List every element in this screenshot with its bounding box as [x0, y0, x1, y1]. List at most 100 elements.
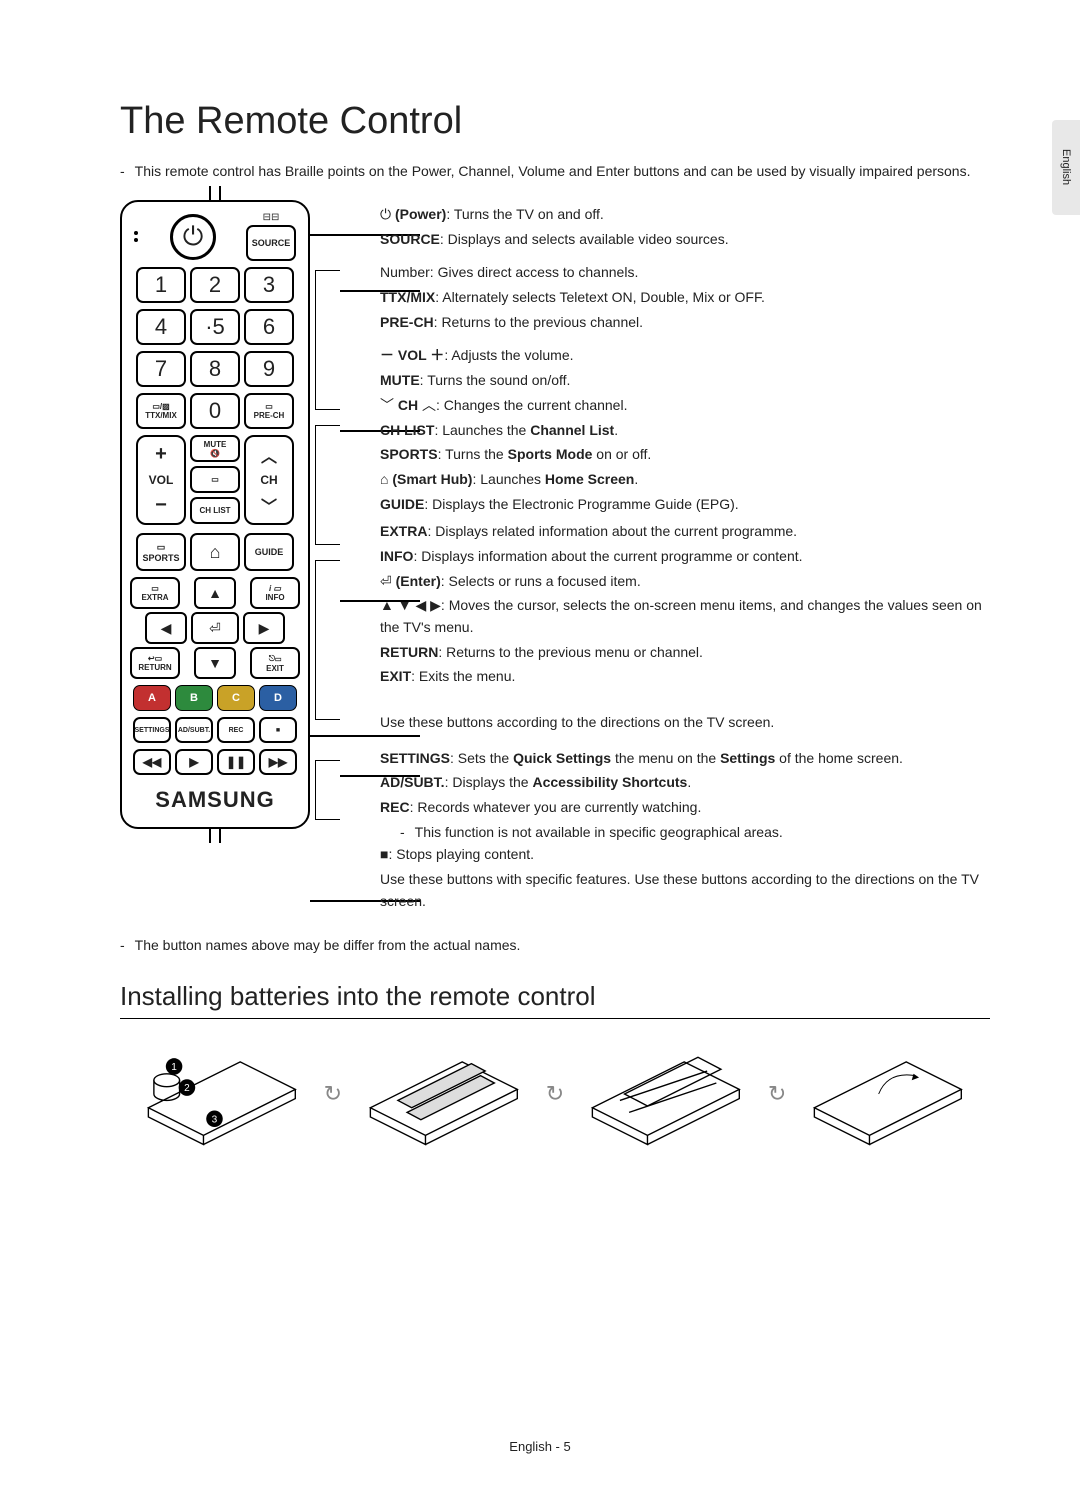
- color-d-button[interactable]: D: [259, 685, 297, 711]
- enter-text: : Selects or runs a focused item.: [441, 573, 641, 589]
- exit-label-d: EXIT: [380, 668, 411, 684]
- num-6-button[interactable]: 6: [244, 309, 294, 345]
- play-icon-button[interactable]: ▭: [190, 466, 240, 493]
- down-arrow-button[interactable]: ▼: [194, 647, 236, 679]
- chlist-button[interactable]: CH LIST: [190, 497, 240, 524]
- smart-bold: Home Screen: [545, 471, 634, 487]
- color-c-button[interactable]: C: [217, 685, 255, 711]
- return-label: RETURN: [138, 663, 171, 672]
- num-8-button[interactable]: 8: [190, 351, 240, 387]
- return-text: : Returns to the previous menu or channe…: [438, 644, 703, 660]
- adsubt-bold: Accessibility Shortcuts: [533, 774, 688, 790]
- extra-button[interactable]: ▭ EXTRA: [130, 577, 180, 609]
- exit-label: EXIT: [266, 664, 284, 673]
- page-content: The Remote Control - This remote control…: [0, 0, 1080, 1189]
- num-5-button[interactable]: ·5: [190, 309, 240, 345]
- settings-button[interactable]: SETTINGS: [133, 717, 171, 743]
- stop-text: : Stops playing content.: [388, 846, 534, 862]
- page-number: English - 5: [509, 1439, 570, 1454]
- num-1-button[interactable]: 1: [136, 267, 186, 303]
- mute-button[interactable]: MUTE 🔇: [190, 435, 240, 462]
- smart-text: : Launches: [472, 471, 544, 487]
- mute-text: : Turns the sound on/off.: [420, 372, 571, 388]
- forward-button[interactable]: ▶▶: [259, 749, 297, 775]
- step-2-badge: 2: [184, 1083, 190, 1094]
- mute-label: MUTE: [204, 440, 227, 449]
- extra-label-d: EXTRA: [380, 523, 427, 539]
- brand-logo: SAMSUNG: [130, 787, 300, 813]
- ch-text: : Changes the current channel.: [436, 397, 627, 413]
- sports-button[interactable]: ▭ SPORTS: [136, 533, 186, 571]
- num-7-button[interactable]: 7: [136, 351, 186, 387]
- prech-label-d: PRE-CH: [380, 314, 434, 330]
- num-3-button[interactable]: 3: [244, 267, 294, 303]
- settings-bold1: Quick Settings: [513, 750, 611, 766]
- adsubt-label-d: AD/SUBT.: [380, 774, 445, 790]
- prech-button[interactable]: ▭ PRE-CH: [244, 393, 294, 429]
- remote-outline: ⏻ ⊟⊟ SOURCE 1 2 3 4 ·5 6 7: [120, 200, 320, 829]
- play-button[interactable]: ▶: [175, 749, 213, 775]
- mute-label-d: MUTE: [380, 372, 420, 388]
- num-9-button[interactable]: 9: [244, 351, 294, 387]
- left-arrow-button[interactable]: ◀: [145, 612, 187, 644]
- desc-group-settings: SETTINGS: Sets the Quick Settings the me…: [380, 748, 990, 865]
- rec-button[interactable]: REC: [217, 717, 255, 743]
- prech-text: : Returns to the previous channel.: [434, 314, 643, 330]
- chlist-bold: Channel List: [530, 422, 614, 438]
- return-label-d: RETURN: [380, 644, 438, 660]
- num-2-button[interactable]: 2: [190, 267, 240, 303]
- channel-rocker[interactable]: ︿ CH ﹀: [244, 435, 294, 525]
- color-b-button[interactable]: B: [175, 685, 213, 711]
- dash: -: [120, 161, 125, 182]
- footnote: - The button names above may be differ f…: [120, 937, 990, 953]
- extra-label: EXTRA: [141, 593, 168, 602]
- desc-group-power: ⏻ (Power): Turns the TV on and off. SOUR…: [380, 204, 990, 250]
- source-button[interactable]: SOURCE: [246, 225, 296, 261]
- power-label: (Power): [395, 206, 446, 222]
- sports-text: : Turns the: [438, 446, 508, 462]
- exit-button[interactable]: ⎋▭ EXIT: [250, 647, 300, 679]
- power-text: : Turns the TV on and off.: [446, 206, 603, 222]
- exit-text: : Exits the menu.: [411, 668, 515, 684]
- desc-group-playback: Use these buttons with specific features…: [380, 869, 990, 912]
- ttx-mix-button[interactable]: ▭/▨ TTX/MIX: [136, 393, 186, 429]
- info-label-d: INFO: [380, 548, 413, 564]
- guide-button[interactable]: GUIDE: [244, 533, 294, 571]
- return-button[interactable]: ↩▭ RETURN: [130, 647, 180, 679]
- battery-heading: Installing batteries into the remote con…: [120, 981, 990, 1019]
- up-arrow-button[interactable]: ▲: [194, 577, 236, 609]
- info-text: : Displays information about the current…: [413, 548, 802, 564]
- power-button[interactable]: ⏻: [170, 214, 216, 260]
- right-arrow-button[interactable]: ▶: [243, 612, 285, 644]
- color-buttons-text: Use these buttons according to the direc…: [380, 712, 990, 734]
- num-0-button[interactable]: 0: [190, 393, 240, 429]
- settings-end: of the home screen.: [775, 750, 903, 766]
- settings-bold2: Settings: [720, 750, 775, 766]
- ch-label: CH: [260, 473, 277, 487]
- sports-bold: Sports Mode: [508, 446, 593, 462]
- adsubt-text: : Displays the: [445, 774, 533, 790]
- enter-label-d: (Enter): [396, 573, 441, 589]
- smart-label: (Smart Hub): [392, 471, 472, 487]
- rewind-button[interactable]: ◀◀: [133, 749, 171, 775]
- info-button[interactable]: i ▭ INFO: [250, 577, 300, 609]
- color-a-button[interactable]: A: [133, 685, 171, 711]
- ch-label-d: CH: [398, 397, 418, 413]
- info-label: INFO: [265, 593, 284, 602]
- stop-button[interactable]: ■: [259, 717, 297, 743]
- battery-step-4: [796, 1039, 980, 1149]
- guide-text: : Displays the Electronic Programme Guid…: [424, 496, 738, 512]
- number-text: Number: Gives direct access to channels.: [380, 262, 990, 284]
- battery-step-3: [574, 1039, 758, 1149]
- adsubt-button[interactable]: AD/SUBT.: [175, 717, 213, 743]
- arrow-icon: ↻: [546, 1081, 564, 1107]
- num-4-button[interactable]: 4: [136, 309, 186, 345]
- arrows-text: : Moves the cursor, selects the on-scree…: [380, 597, 982, 635]
- pause-button[interactable]: ❚❚: [217, 749, 255, 775]
- intro-note: - This remote control has Braille points…: [120, 161, 990, 182]
- volume-rocker[interactable]: + VOL −: [136, 435, 186, 525]
- extra-text: : Displays related information about the…: [427, 523, 797, 539]
- battery-diagram: 1 2 3 ↻ ↻: [120, 1039, 990, 1149]
- smart-hub-button[interactable]: ⌂: [190, 533, 240, 571]
- enter-button[interactable]: ⏎: [191, 612, 239, 644]
